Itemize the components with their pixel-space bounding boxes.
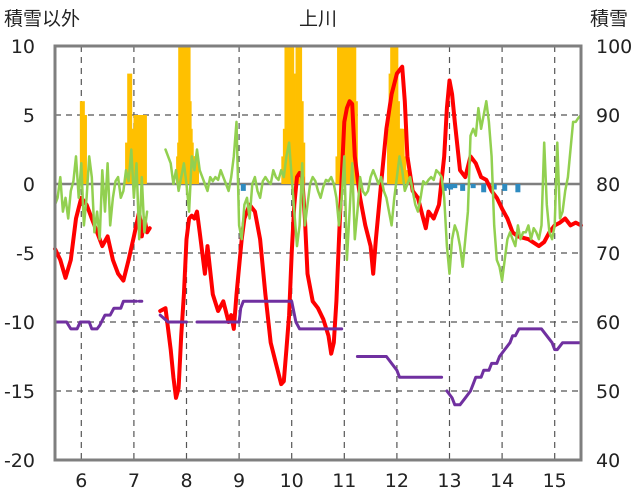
- right-tick-label: 80: [596, 174, 620, 196]
- series-line-4: [53, 299, 583, 407]
- left-axis-title: 積雪以外: [4, 8, 80, 30]
- bar-mark: [470, 184, 476, 189]
- right-tick-label: 70: [596, 243, 620, 265]
- x-tick-label: 6: [75, 470, 87, 492]
- bar-mark: [452, 184, 458, 189]
- bar-mark: [404, 170, 410, 184]
- x-tick-label: 10: [280, 470, 304, 492]
- x-tick-label: 9: [233, 470, 245, 492]
- bar-mark: [240, 184, 246, 191]
- x-tick-label: 14: [490, 470, 514, 492]
- bar-mark: [81, 115, 87, 184]
- plot-frame: [53, 44, 583, 462]
- right-tick-label: 100: [596, 36, 632, 58]
- x-tick-label: 7: [128, 470, 140, 492]
- x-tick-label: 8: [180, 470, 192, 492]
- right-tick-label: 60: [596, 312, 620, 334]
- bar-mark: [441, 184, 447, 191]
- x-tick-label: 12: [385, 470, 409, 492]
- left-tick-label: 0: [23, 174, 35, 196]
- chart-title: 上川: [299, 8, 337, 30]
- bar-mark: [460, 184, 466, 191]
- bar-mark: [444, 184, 450, 189]
- left-tick-label: -5: [16, 243, 35, 265]
- left-tick-label: -20: [4, 450, 35, 472]
- right-tick-label: 40: [596, 450, 620, 472]
- right-tick-label: 90: [596, 105, 620, 127]
- left-tick-label: -15: [4, 381, 35, 403]
- bar-mark: [502, 184, 508, 191]
- left-tick-label: -10: [4, 312, 35, 334]
- bar-mark: [193, 156, 199, 184]
- bar-mark: [515, 184, 521, 193]
- lines-layer: [53, 64, 583, 407]
- x-tick-label: 13: [437, 470, 461, 492]
- left-tick-label: 5: [23, 105, 35, 127]
- right-tick-label: 50: [596, 381, 620, 403]
- frame-layer: [53, 44, 583, 462]
- bar-mark: [481, 184, 487, 193]
- x-tick-label: 15: [543, 470, 567, 492]
- bar-mark: [141, 115, 147, 184]
- series-line-3: [53, 99, 583, 282]
- x-tick-label: 11: [332, 470, 356, 492]
- left-tick-label: 10: [11, 36, 35, 58]
- bar-mark: [491, 184, 497, 190]
- grid-layer: [55, 46, 581, 460]
- right-axis-title: 積雪: [590, 8, 628, 30]
- bar-mark: [448, 184, 454, 190]
